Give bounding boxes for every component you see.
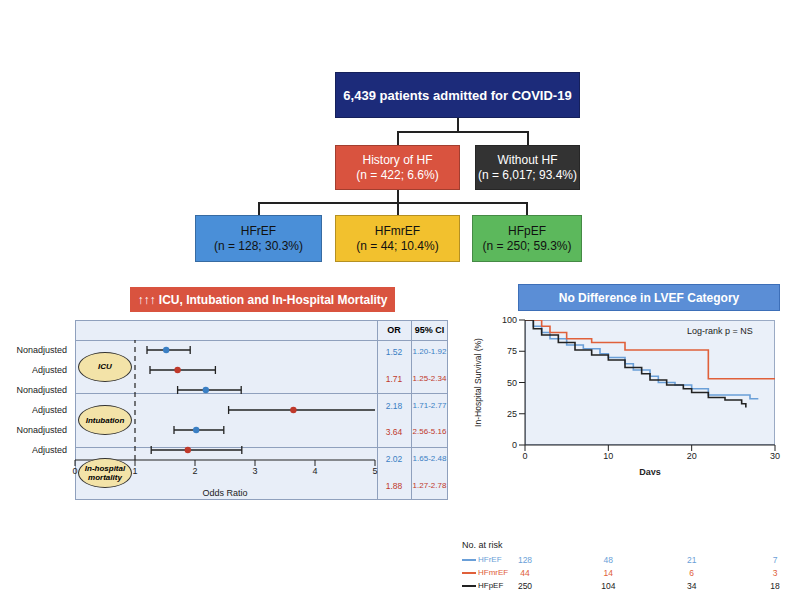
html-text:HFrEF: HFrEF [240,223,277,238]
html-text:HFrEF: HFrEF [478,555,502,564]
svg-text:Days: Days [639,467,661,475]
svg-text:2: 2 [192,466,197,476]
svg-text:Nonadjusted: Nonadjusted [16,385,67,395]
html-text:↑↑↑ ICU, Intubation and In-Hos: ↑↑↑ ICU, Intubation and In-Hospital Mort… [137,292,388,307]
html-text:(n = 250; 59.3%): (n = 250; 59.3%) [482,238,572,253]
html-text:HFmrEF: HFmrEF [478,568,509,577]
html-text:History of HF: History of HF [362,152,433,167]
svg-text:50: 50 [507,378,517,388]
svg-text:4: 4 [312,466,317,476]
html-text:Without HF: Without HF [497,152,558,167]
html-text:HFpEF: HFpEF [478,581,504,590]
html-text:(n = 44; 10.4%): (n = 44; 10.4%) [356,238,439,253]
html-text:1.52: 1.52 [385,347,403,358]
svg-text:Adjusted: Adjusted [32,405,67,415]
svg-text:Odds Ratio: Odds Ratio [202,488,247,498]
svg-text:0: 0 [72,466,77,476]
svg-text:1: 1 [132,466,137,476]
html-text:2.02: 2.02 [385,454,403,464]
html-text:95% CI: 95% CI [414,325,445,335]
svg-text:75: 75 [507,346,517,356]
html-text:3.64: 3.64 [385,427,403,438]
svg-text:3: 3 [252,466,257,476]
svg-text:In-Hospital Survival (%): In-Hospital Survival (%) [473,338,483,427]
html-text:48: 48 [603,555,614,565]
html-text:104: 104 [601,581,616,591]
html-text:6: 6 [689,568,694,578]
html-text:21: 21 [686,555,697,565]
html-text:(n = 128; 30.3%): (n = 128; 30.3%) [214,238,303,253]
svg-text:Adjusted: Adjusted [32,365,67,375]
svg-text:Nonadjusted: Nonadjusted [16,425,67,435]
svg-text:10: 10 [603,451,613,461]
html-text:1.71: 1.71 [385,374,403,384]
html-text:(n = 6,017; 93.4%): (n = 6,017; 93.4%) [478,167,577,182]
svg-text:0: 0 [522,451,527,461]
html-text:No. at risk: No. at risk [462,540,503,550]
html-text:3: 3 [772,568,778,578]
html-text:7: 7 [772,555,778,565]
html-text:No Difference in LVEF Category: No Difference in LVEF Category [558,290,740,305]
html-text:2.56-5.16: 2.56-5.16 [412,427,447,437]
html-text:HFmrEF: HFmrEF [374,223,421,238]
svg-text:25: 25 [507,409,517,419]
svg-text:0: 0 [512,440,517,450]
html-text:128: 128 [517,555,533,565]
svg-text:Nonadjusted: Nonadjusted [16,345,67,355]
svg-text:5: 5 [372,466,377,476]
html-text:ICU: ICU [98,362,112,372]
html-text:1.27-2.78: 1.27-2.78 [412,480,447,490]
svg-text:30: 30 [770,451,780,461]
html-text:Intubation: Intubation [85,415,125,425]
html-text:6,439 patients admitted for CO: 6,439 patients admitted for COVID-19 [343,87,572,103]
html-text:2.18: 2.18 [385,400,403,411]
html-text:1.25-2.34: 1.25-2.34 [412,374,447,383]
svg-text:100: 100 [502,315,517,325]
html-text:14: 14 [603,568,614,578]
html-text:1.71-2.77: 1.71-2.77 [412,400,447,410]
html-text:44: 44 [520,568,530,578]
html-text:HFpEF: HFpEF [508,223,546,238]
html-text:250: 250 [517,581,533,591]
html-text:1.88: 1.88 [385,480,403,491]
html-text:OR: OR [387,325,401,335]
html-text:18: 18 [770,581,780,591]
svg-text:Adjusted: Adjusted [32,445,67,455]
html-text:(n = 422; 6.6%): (n = 422; 6.6%) [356,167,439,182]
svg-text:20: 20 [687,451,697,461]
html-text:34: 34 [686,581,697,591]
html-text:1.65-2.48: 1.65-2.48 [412,454,447,463]
html-text:1.20-1.92: 1.20-1.92 [412,347,447,357]
html-text:Log-rank p = NS: Log-rank p = NS [687,326,753,336]
html-text:In-hospital mortality: In-hospital mortality [84,464,126,483]
